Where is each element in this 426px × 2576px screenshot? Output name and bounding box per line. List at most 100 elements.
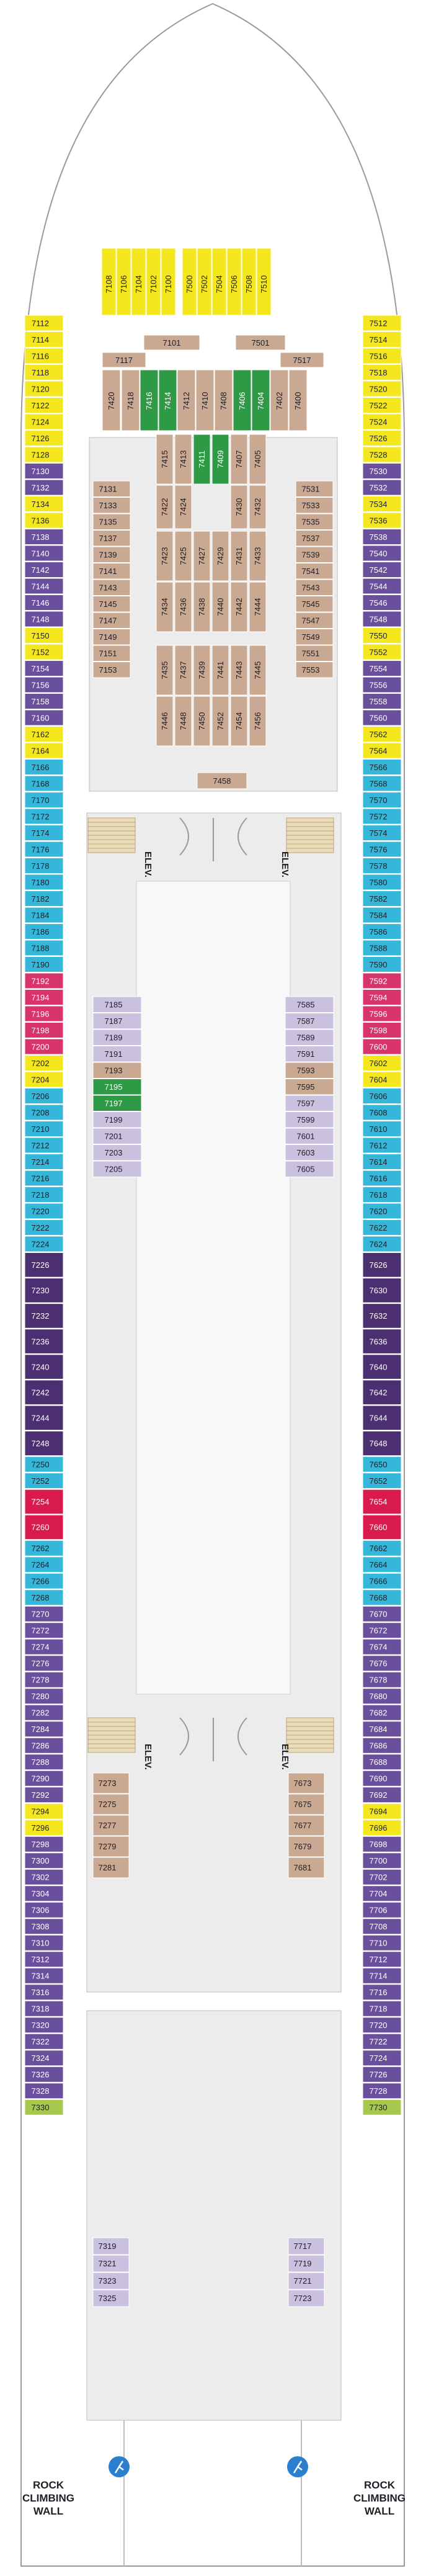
cabin-7714[interactable]: 7714	[362, 1967, 402, 1984]
cabin-7205[interactable]: 7205	[92, 1160, 142, 1177]
cabin-7599[interactable]: 7599	[285, 1111, 334, 1128]
cabin-7690[interactable]: 7690	[362, 1770, 402, 1787]
cabin-7425[interactable]: 7425	[174, 531, 192, 581]
cabin-7694[interactable]: 7694	[362, 1803, 402, 1820]
cabin-7620[interactable]: 7620	[362, 1203, 402, 1219]
cabin-7154[interactable]: 7154	[24, 660, 64, 676]
cabin-7686[interactable]: 7686	[362, 1737, 402, 1754]
cabin-7284[interactable]: 7284	[24, 1721, 64, 1738]
cabin-7622[interactable]: 7622	[362, 1219, 402, 1236]
cabin-7308[interactable]: 7308	[24, 1918, 64, 1935]
cabin-7252[interactable]: 7252	[24, 1473, 64, 1489]
cabin-7508[interactable]: 7508	[241, 248, 257, 316]
cabin-7244[interactable]: 7244	[24, 1405, 64, 1431]
cabin-7186[interactable]: 7186	[24, 923, 64, 940]
cabin-7198[interactable]: 7198	[24, 1022, 64, 1038]
cabin-7591[interactable]: 7591	[285, 1046, 334, 1062]
cabin-7106[interactable]: 7106	[116, 248, 131, 316]
cabin-7290[interactable]: 7290	[24, 1770, 64, 1787]
cabin-7672[interactable]: 7672	[362, 1622, 402, 1639]
cabin-7203[interactable]: 7203	[92, 1144, 142, 1161]
cabin-7536[interactable]: 7536	[362, 512, 402, 529]
cabin-7137[interactable]: 7137	[92, 530, 131, 547]
cabin-7676[interactable]: 7676	[362, 1655, 402, 1672]
cabin-7504[interactable]: 7504	[211, 248, 227, 316]
cabin-7547[interactable]: 7547	[295, 612, 334, 629]
cabin-7288[interactable]: 7288	[24, 1754, 64, 1770]
cabin-7214[interactable]: 7214	[24, 1154, 64, 1170]
cabin-7454[interactable]: 7454	[230, 696, 248, 747]
cabin-7322[interactable]: 7322	[24, 2033, 64, 2050]
cabin-7189[interactable]: 7189	[92, 1029, 142, 1046]
cabin-7706[interactable]: 7706	[362, 1901, 402, 1918]
cabin-7176[interactable]: 7176	[24, 841, 64, 858]
cabin-7158[interactable]: 7158	[24, 693, 64, 709]
cabin-7266[interactable]: 7266	[24, 1573, 64, 1589]
cabin-7605[interactable]: 7605	[285, 1160, 334, 1177]
cabin-7439[interactable]: 7439	[193, 645, 211, 696]
cabin-7533[interactable]: 7533	[295, 497, 334, 514]
cabin-7624[interactable]: 7624	[362, 1236, 402, 1252]
cabin-7723[interactable]: 7723	[288, 2289, 325, 2307]
cabin-7549[interactable]: 7549	[295, 629, 334, 645]
cabin-7679[interactable]: 7679	[288, 1836, 325, 1857]
cabin-7434[interactable]: 7434	[156, 581, 174, 632]
cabin-7446[interactable]: 7446	[156, 696, 174, 747]
cabin-7314[interactable]: 7314	[24, 1967, 64, 1984]
cabin-7178[interactable]: 7178	[24, 858, 64, 874]
cabin-7456[interactable]: 7456	[249, 696, 267, 747]
cabin-7250[interactable]: 7250	[24, 1456, 64, 1473]
cabin-7108[interactable]: 7108	[101, 248, 117, 316]
cabin-7640[interactable]: 7640	[362, 1354, 402, 1380]
cabin-7688[interactable]: 7688	[362, 1754, 402, 1770]
cabin-7416[interactable]: 7416	[140, 369, 159, 431]
cabin-7445[interactable]: 7445	[249, 645, 267, 696]
cabin-7452[interactable]: 7452	[211, 696, 229, 747]
cabin-7118[interactable]: 7118	[24, 364, 64, 380]
cabin-7411[interactable]: 7411	[193, 434, 211, 485]
cabin-7139[interactable]: 7139	[92, 546, 131, 563]
cabin-7201[interactable]: 7201	[92, 1128, 142, 1144]
cabin-7595[interactable]: 7595	[285, 1079, 334, 1095]
cabin-7626[interactable]: 7626	[362, 1252, 402, 1278]
cabin-7674[interactable]: 7674	[362, 1638, 402, 1655]
cabin-7147[interactable]: 7147	[92, 612, 131, 629]
cabin-7580[interactable]: 7580	[362, 874, 402, 891]
cabin-7413[interactable]: 7413	[174, 434, 192, 485]
cabin-7135[interactable]: 7135	[92, 513, 131, 530]
cabin-7589[interactable]: 7589	[285, 1029, 334, 1046]
cabin-7230[interactable]: 7230	[24, 1278, 64, 1303]
cabin-7141[interactable]: 7141	[92, 563, 131, 580]
cabin-7210[interactable]: 7210	[24, 1121, 64, 1137]
cabin-7236[interactable]: 7236	[24, 1329, 64, 1354]
cabin-7448[interactable]: 7448	[174, 696, 192, 747]
cabin-7440[interactable]: 7440	[211, 581, 229, 632]
cabin-7156[interactable]: 7156	[24, 676, 64, 693]
cabin-7407[interactable]: 7407	[230, 434, 248, 485]
cabin-7282[interactable]: 7282	[24, 1704, 64, 1721]
cabin-7684[interactable]: 7684	[362, 1721, 402, 1738]
cabin-7174[interactable]: 7174	[24, 825, 64, 841]
cabin-7408[interactable]: 7408	[214, 369, 233, 431]
cabin-7190[interactable]: 7190	[24, 956, 64, 972]
cabin-7590[interactable]: 7590	[362, 956, 402, 972]
cabin-7206[interactable]: 7206	[24, 1088, 64, 1104]
cabin-7187[interactable]: 7187	[92, 1013, 142, 1030]
cabin-7182[interactable]: 7182	[24, 891, 64, 907]
cabin-7148[interactable]: 7148	[24, 611, 64, 627]
cabin-7140[interactable]: 7140	[24, 545, 64, 562]
cabin-7298[interactable]: 7298	[24, 1836, 64, 1852]
cabin-7541[interactable]: 7541	[295, 563, 334, 580]
cabin-7196[interactable]: 7196	[24, 1005, 64, 1022]
cabin-7415[interactable]: 7415	[156, 434, 174, 485]
cabin-7522[interactable]: 7522	[362, 397, 402, 413]
cabin-7188[interactable]: 7188	[24, 940, 64, 956]
cabin-7442[interactable]: 7442	[230, 581, 248, 632]
cabin-7544[interactable]: 7544	[362, 578, 402, 595]
cabin-7131[interactable]: 7131	[92, 480, 131, 497]
cabin-7540[interactable]: 7540	[362, 545, 402, 562]
cabin-7402[interactable]: 7402	[270, 369, 289, 431]
cabin-7281[interactable]: 7281	[92, 1857, 130, 1878]
cabin-7278[interactable]: 7278	[24, 1671, 64, 1688]
cabin-7270[interactable]: 7270	[24, 1605, 64, 1622]
